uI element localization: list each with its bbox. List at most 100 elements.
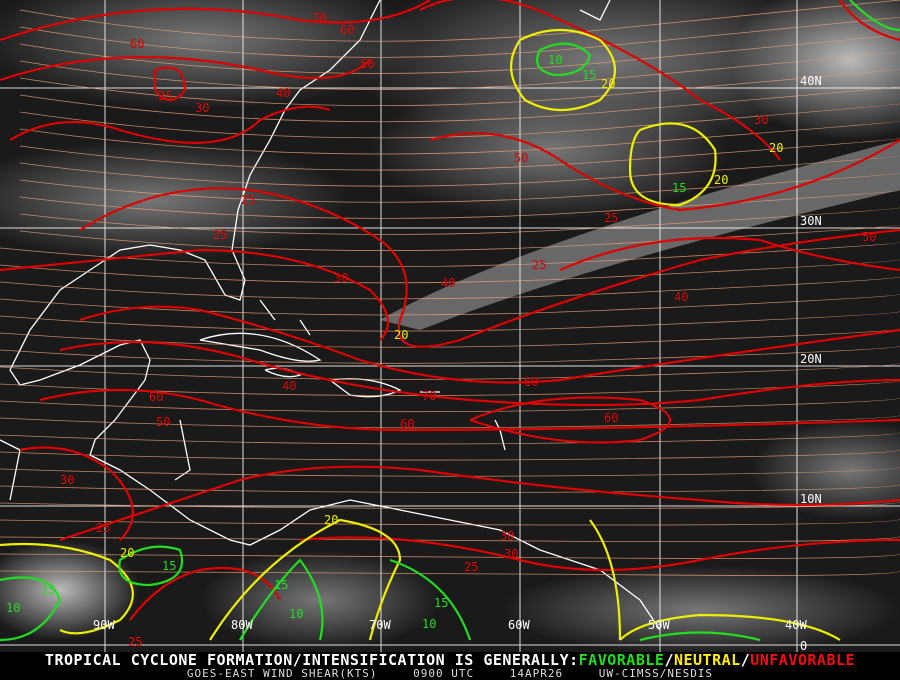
contour-label: 25 — [128, 635, 142, 649]
contour-label: 20 — [394, 328, 408, 342]
contour-label: 60 — [400, 417, 414, 431]
contour-label: 40 — [441, 276, 455, 290]
lat-label: 10N — [800, 492, 822, 506]
contour-label: 60 — [340, 23, 354, 37]
map-canvas: 70 60 50 60 25 30 40 50 30 25 25 25 30 40 25 50 40 60 70 60… — [0, 0, 900, 652]
streamline — [0, 553, 900, 559]
legend-item: / — [740, 651, 751, 669]
contour-label: 20 — [714, 173, 728, 187]
contour-label: 60 — [149, 390, 163, 404]
streamline — [0, 362, 900, 380]
streamline — [19, 172, 900, 203]
streamline — [0, 293, 900, 316]
favorable-contours — [0, 0, 900, 642]
lat-label: 30N — [800, 214, 822, 228]
contour-label: 25 — [96, 521, 110, 535]
contour-label: 15 — [434, 596, 448, 610]
contour-label: 30 — [500, 529, 514, 543]
streamline — [0, 449, 900, 461]
lon-label: 40W — [785, 618, 807, 632]
legend-title: TROPICAL CYCLONE FORMATION/INTENSIFICATI… — [0, 652, 900, 668]
contour-label: 30 — [195, 101, 209, 115]
streamline — [0, 518, 900, 526]
valid-date: 14APR26 — [509, 667, 564, 680]
contour-label: 30 — [504, 547, 518, 561]
contour-label: 30 — [334, 271, 348, 285]
contour-label: 15 — [274, 578, 288, 592]
streamline — [19, 51, 900, 90]
product-info: GOES-EAST WIND SHEAR(KTS) 0900 UTC 14APR… — [0, 668, 900, 680]
contour-label: 15 — [41, 583, 55, 597]
unfavorable-contours — [0, 0, 900, 621]
contour-label: 10 — [289, 607, 303, 621]
contour-label: 20 — [601, 77, 615, 91]
lat-label: 0 — [800, 639, 807, 652]
streamline — [19, 68, 900, 107]
product-name: GOES-EAST WIND SHEAR(KTS) — [186, 667, 378, 680]
streamline — [19, 86, 900, 123]
legend-items: FAVORABLE/NEUTRAL/UNFAVORABLE — [579, 651, 855, 669]
contour-label: 30 — [754, 113, 768, 127]
streamline — [0, 466, 900, 477]
contour-label: 15 — [582, 68, 596, 82]
grid-labels: 40N 30N 20N 10N 0 90W 80W 70W 60W 50W 40W — [93, 74, 822, 652]
streamline — [0, 311, 900, 332]
contour-label: 60 — [130, 37, 144, 51]
contour-label: 20 — [120, 546, 134, 560]
lat-lon-grid — [0, 0, 900, 652]
lon-label: 70W — [369, 618, 391, 632]
streamline — [0, 432, 900, 445]
streamline — [0, 414, 900, 429]
legend-prefix: TROPICAL CYCLONE FORMATION/INTENSIFICATI… — [44, 651, 579, 669]
streamline — [0, 276, 900, 300]
contour-label: 40 — [282, 379, 296, 393]
streamline — [0, 241, 900, 268]
contour-label: 15 — [672, 181, 686, 195]
shear-contours — [0, 0, 900, 642]
contour-label: 40 — [276, 86, 290, 100]
contour-label: 20 — [769, 141, 783, 155]
contour-label: 30 — [60, 473, 74, 487]
streamline — [19, 0, 900, 42]
legend-item: FAVORABLE — [578, 651, 665, 669]
contour-label: 25 — [532, 258, 546, 272]
legend-item: / — [664, 651, 674, 669]
streamline — [0, 484, 900, 493]
streamline — [0, 397, 900, 413]
streamline — [19, 103, 900, 139]
lon-label: 50W — [648, 618, 670, 632]
legend-item: NEUTRAL — [673, 651, 741, 669]
contour-label: 50 — [360, 57, 374, 71]
neutral-contours — [0, 28, 841, 641]
contour-labels: 70 60 50 60 25 30 40 50 30 25 25 25 30 40 25 50 40 60 70 60… — [6, 11, 876, 649]
streamline — [19, 138, 900, 171]
streamline — [19, 189, 900, 219]
contour-label: 10 — [6, 601, 20, 615]
contour-label: 10 — [548, 53, 562, 67]
contour-label: 50 — [514, 151, 528, 165]
streamline — [0, 380, 900, 396]
lon-label: 60W — [508, 618, 530, 632]
contour-label: 60 — [604, 411, 618, 425]
contour-label: 70 — [312, 11, 326, 25]
contour-label: 10 — [422, 617, 436, 631]
legend-banner: TROPICAL CYCLONE FORMATION/INTENSIFICATI… — [0, 652, 900, 680]
lon-label: 80W — [231, 618, 253, 632]
contour-label: 15 — [162, 559, 176, 573]
contour-label: 50 — [862, 230, 876, 244]
lat-label: 40N — [800, 74, 822, 88]
streamline — [19, 155, 900, 187]
contour-label: 20 — [324, 513, 338, 527]
contour-label: 60 — [524, 375, 538, 389]
contour-label: 50 — [156, 415, 170, 429]
contour-label: 25 — [158, 89, 172, 103]
contour-label: 25 — [241, 193, 255, 207]
contour-label: 25 — [604, 211, 618, 225]
valid-time: 0900 UTC — [413, 667, 475, 680]
contour-label: 25 — [464, 560, 478, 574]
streamline — [19, 224, 900, 251]
streamline — [0, 345, 900, 364]
contour-label: 40 — [674, 290, 688, 304]
streamline — [19, 207, 900, 235]
